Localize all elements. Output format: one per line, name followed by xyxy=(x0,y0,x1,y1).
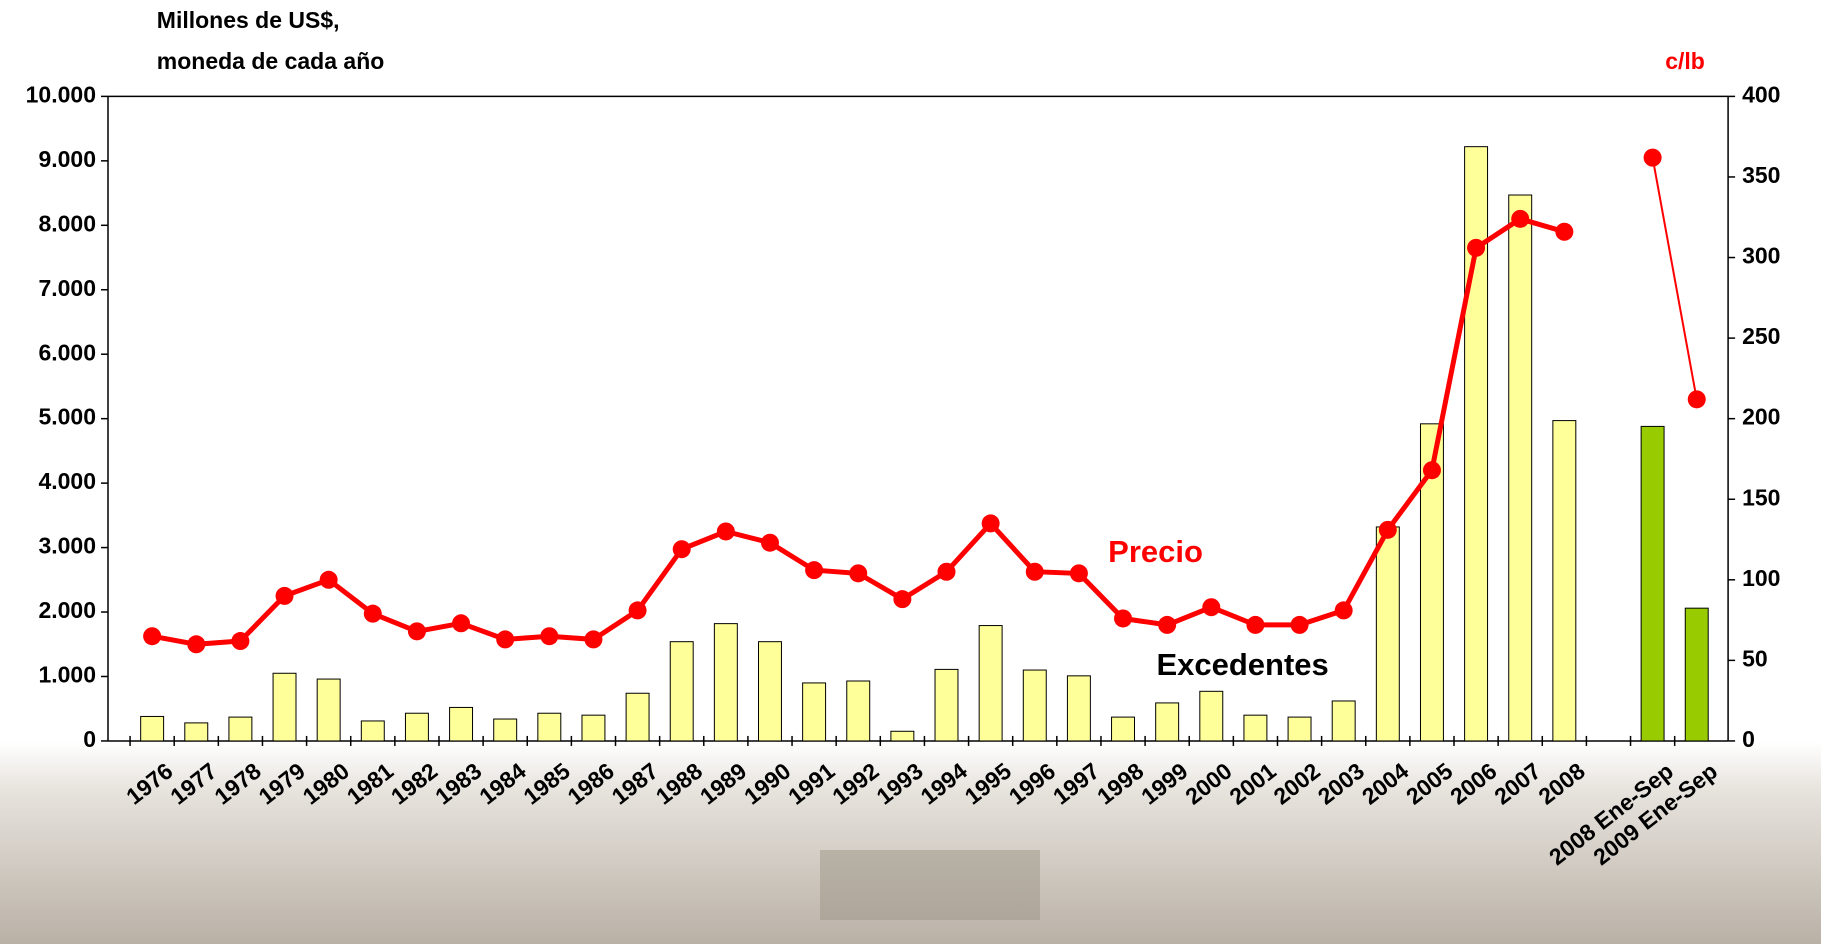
price-point xyxy=(584,630,603,649)
price-point xyxy=(1246,615,1265,634)
y-tick-label: 10.000 xyxy=(26,81,96,107)
y-tick-label: 6.000 xyxy=(38,339,96,365)
y-tick-label: 1.000 xyxy=(38,662,96,688)
y2-tick-label: 0 xyxy=(1742,726,1755,752)
bar xyxy=(1066,675,1091,742)
bar xyxy=(537,712,562,742)
y2-tick-label: 100 xyxy=(1742,565,1780,591)
y-axis-title: moneda de cada año xyxy=(157,48,385,74)
y-tick-label: 2.000 xyxy=(38,597,96,623)
price-point xyxy=(452,614,471,633)
price-point xyxy=(716,522,735,541)
bar xyxy=(1199,690,1224,742)
price-point xyxy=(849,564,868,583)
price-point xyxy=(893,590,912,609)
price-point xyxy=(1158,615,1177,634)
bar xyxy=(1155,702,1180,742)
price-point xyxy=(496,630,515,649)
price-point xyxy=(1334,601,1353,620)
bar xyxy=(360,720,385,742)
bar xyxy=(493,718,518,742)
bar xyxy=(1111,716,1136,742)
bar xyxy=(1022,669,1047,742)
price-point xyxy=(363,604,382,623)
price-point xyxy=(1511,209,1530,228)
bar xyxy=(228,716,253,742)
bar xyxy=(890,730,915,742)
y-tick-label: 9.000 xyxy=(38,146,96,172)
price-point xyxy=(805,561,824,580)
bar xyxy=(1684,607,1709,742)
price-point xyxy=(937,562,956,581)
y2-tick-label: 400 xyxy=(1742,81,1780,107)
bar xyxy=(140,715,165,742)
y-tick-label: 4.000 xyxy=(38,468,96,494)
y2-tick-label: 50 xyxy=(1742,645,1768,671)
y-tick-label: 5.000 xyxy=(38,404,96,430)
bar xyxy=(802,682,827,742)
truck-shape xyxy=(820,850,1040,920)
price-point xyxy=(981,514,1000,533)
price-point xyxy=(1555,222,1574,241)
bar xyxy=(758,641,782,742)
bar xyxy=(1552,420,1577,742)
y-axis-title: Millones de US$, xyxy=(157,7,340,33)
y-tick-label: 8.000 xyxy=(38,210,96,236)
bar xyxy=(934,668,959,742)
price-point xyxy=(1687,390,1706,409)
price-point xyxy=(187,635,206,654)
bar xyxy=(846,680,871,742)
bar xyxy=(1331,700,1356,742)
price-point xyxy=(1114,609,1133,628)
bar xyxy=(1243,714,1268,742)
bar xyxy=(669,641,694,742)
y-tick-label: 7.000 xyxy=(38,275,96,301)
bar xyxy=(316,678,341,742)
y-tick-label: 3.000 xyxy=(38,533,96,559)
bar xyxy=(1419,423,1444,742)
price-point xyxy=(1467,238,1486,257)
y2-tick-label: 150 xyxy=(1742,484,1780,510)
bar xyxy=(625,692,650,742)
y2-tick-label: 250 xyxy=(1742,323,1780,349)
price-point xyxy=(407,622,426,641)
y2-tick-label: 300 xyxy=(1742,243,1780,269)
price-point xyxy=(760,533,779,552)
price-point xyxy=(1202,598,1221,617)
bar xyxy=(1640,425,1665,742)
bar xyxy=(978,625,1003,742)
y2-tick-label: 200 xyxy=(1742,404,1780,430)
y2-tick-label: 350 xyxy=(1742,162,1780,188)
price-point xyxy=(1422,461,1441,480)
price-point xyxy=(628,601,647,620)
price-point xyxy=(143,627,162,646)
price-point xyxy=(1643,148,1662,167)
bar xyxy=(184,722,209,742)
bar xyxy=(272,672,297,742)
annotation: Precio xyxy=(1108,534,1203,569)
bar xyxy=(1375,526,1400,742)
bar xyxy=(449,706,474,742)
annotation: Excedentes xyxy=(1156,647,1328,682)
bar xyxy=(404,712,429,742)
bar xyxy=(713,623,738,742)
y-tick-label: 0 xyxy=(83,726,96,752)
bar xyxy=(1464,146,1489,742)
price-line xyxy=(1651,157,1698,400)
bar xyxy=(581,714,606,742)
y2-axis-title: c/lb xyxy=(1665,48,1705,74)
price-point xyxy=(231,632,250,651)
price-point xyxy=(319,570,338,589)
price-point xyxy=(1069,564,1088,583)
price-point xyxy=(1378,520,1397,539)
price-point xyxy=(540,627,559,646)
price-point xyxy=(1025,562,1044,581)
price-point xyxy=(1290,615,1309,634)
bar xyxy=(1287,716,1312,742)
bar xyxy=(1508,194,1533,742)
price-point xyxy=(672,540,691,559)
price-point xyxy=(275,586,294,605)
